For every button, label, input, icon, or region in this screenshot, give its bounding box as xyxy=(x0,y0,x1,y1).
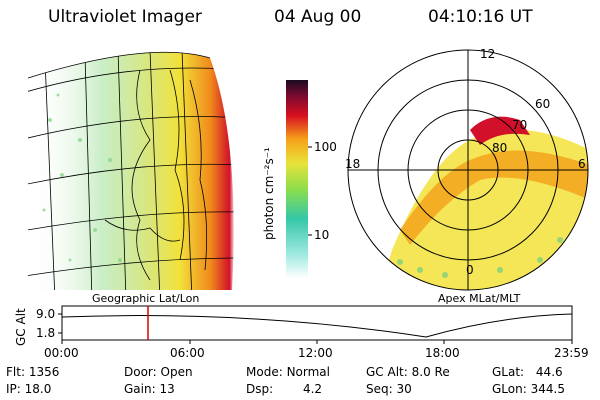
status-seq-label: Seq: xyxy=(366,382,393,396)
colorbar-tick-label-100: 100 xyxy=(314,140,337,154)
status-glat-label: GLat: xyxy=(492,365,525,379)
mlat-label-60: 60 xyxy=(535,97,551,111)
mlt-label-12: 12 xyxy=(480,47,496,61)
orbit-xtick-0000: 00:00 xyxy=(44,346,79,360)
status-dsp-label: Dsp: xyxy=(246,382,274,396)
status-flt-label: Flt: xyxy=(6,365,25,379)
status-seq-value: 30 xyxy=(396,382,412,396)
status-mode-value: Normal xyxy=(286,365,330,379)
mlat-label-70: 70 xyxy=(512,118,528,132)
status-gain-label: Gain: xyxy=(124,382,156,396)
geo-caption: Geographic Lat/Lon xyxy=(92,292,200,305)
status-gc-alt-value: 8.0 Re xyxy=(411,365,450,379)
status-ip-label: IP: xyxy=(6,382,21,396)
status-ip: IP: 18.0 xyxy=(6,382,51,396)
status-mode: Mode: Normal xyxy=(246,365,330,379)
mlat-label-80: 80 xyxy=(492,141,508,155)
status-glat-value: 44.6 xyxy=(535,365,563,379)
polar-caption: Apex MLat/MLT xyxy=(438,292,521,305)
status-door: Door: Open xyxy=(124,365,193,379)
status-flt: Flt: 1356 xyxy=(6,365,59,379)
status-gain-value: 13 xyxy=(159,382,175,396)
status-door-label: Door: xyxy=(124,365,157,379)
orbit-xtick-1200: 12:00 xyxy=(298,346,333,360)
time-label: 04:10:16 UT xyxy=(428,7,533,27)
orbit-ytick-9: 9.0 xyxy=(36,307,56,321)
status-glat: GLat: 44.6 xyxy=(492,365,563,379)
status-glon-value: 344.5 xyxy=(530,382,565,396)
status-gc-alt-label: GC Alt: xyxy=(366,365,408,379)
status-flt-value: 1356 xyxy=(28,365,60,379)
status-glon: GLon: 344.5 xyxy=(492,382,565,396)
colorbar-tick-label-10: 10 xyxy=(314,228,330,242)
status-seq: Seq: 30 xyxy=(366,382,412,396)
mlt-label-0: 0 xyxy=(466,263,474,277)
status-gc-alt: GC Alt: 8.0 Re xyxy=(366,365,450,379)
orbit-xtick-2359: 23:59 xyxy=(554,346,589,360)
instrument-title: Ultraviolet Imager xyxy=(48,7,202,27)
orbit-ytick-1: 1.8 xyxy=(36,326,56,340)
orbit-xtick-1800: 18:00 xyxy=(425,346,460,360)
mlt-label-6: 6 xyxy=(578,157,586,171)
status-gain: Gain: 13 xyxy=(124,382,175,396)
status-ip-value: 18.0 xyxy=(24,382,52,396)
status-door-value: Open xyxy=(160,365,193,379)
mlt-label-18: 18 xyxy=(345,157,361,171)
date-label: 04 Aug 00 xyxy=(274,7,362,27)
orbit-ylabel: GC Alt xyxy=(14,308,28,346)
status-glon-label: GLon: xyxy=(492,382,527,396)
status-dsp: Dsp: 4.2 xyxy=(246,382,322,396)
status-dsp-value: 4.2 xyxy=(302,382,323,396)
orbit-xtick-0600: 06:00 xyxy=(170,346,205,360)
status-mode-label: Mode: xyxy=(246,365,283,379)
